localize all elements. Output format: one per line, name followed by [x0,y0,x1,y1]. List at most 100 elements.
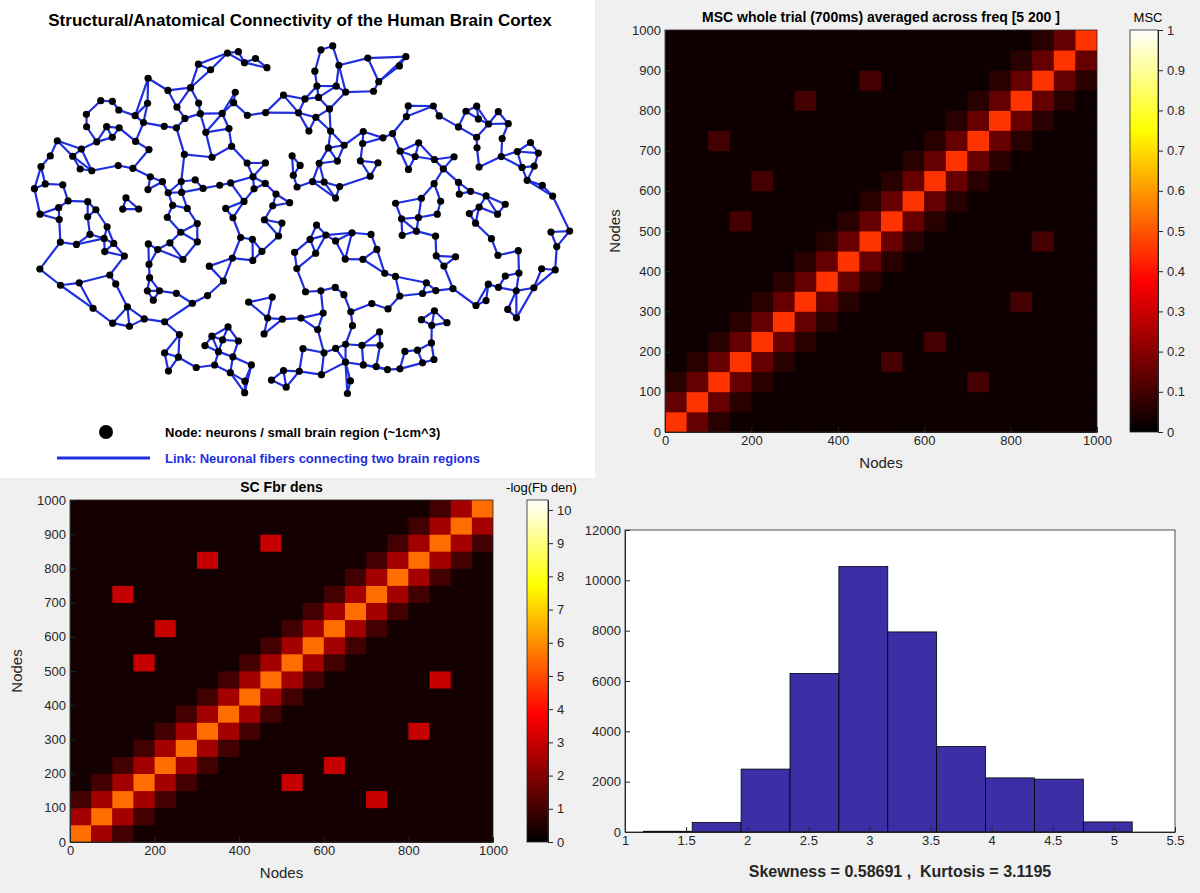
cell [197,517,219,535]
cell [345,671,367,689]
cell [881,90,903,111]
cell [176,757,198,775]
cell [218,586,240,604]
cell [430,791,452,809]
cell [366,637,388,655]
node [110,240,117,247]
cell [708,50,730,71]
cell [838,151,860,172]
node [178,189,185,196]
cell [218,705,240,723]
node [297,314,304,321]
cell [730,271,752,292]
cell [838,231,860,252]
node [418,195,425,202]
cell [176,654,198,672]
cell [218,825,240,842]
cell [218,637,240,655]
cell [112,705,134,723]
node [318,371,325,378]
cell [155,637,177,655]
cell [665,392,687,413]
cell [665,191,687,212]
cell [197,568,219,586]
link [57,141,81,149]
node [375,78,382,85]
cell [751,271,773,292]
cell [708,231,730,252]
node [539,182,546,189]
cell [218,688,240,706]
cell [197,603,219,621]
cell [708,151,730,172]
bar [1034,779,1083,832]
cell [430,774,452,792]
cell [773,332,795,353]
cell [967,131,989,152]
cell [751,392,773,413]
cell [197,637,219,655]
node [166,239,173,246]
tick: 1000 [37,493,75,508]
tick-mark [155,837,156,842]
cell [989,372,1011,393]
cell [197,551,219,569]
cell [1054,332,1076,353]
cell [881,412,903,432]
tick: 0 [654,425,670,440]
cell [838,291,860,312]
cell [345,808,367,826]
cell [1054,251,1076,272]
cell [176,705,198,723]
cell [816,131,838,152]
cell [218,757,240,775]
cell [260,671,282,689]
cell [1054,311,1076,332]
cell [989,211,1011,232]
cell [218,671,240,689]
cell [946,271,968,292]
cell [91,808,113,826]
node [515,247,522,254]
node [455,179,462,186]
tick: 300 [639,304,670,319]
tick-label: 0.5 [1167,224,1185,239]
node [360,128,367,135]
node [514,148,521,155]
bar [839,566,888,832]
cell [989,151,1011,172]
cell [91,774,113,792]
node [206,263,213,270]
cell [730,251,752,272]
cell [903,291,925,312]
cell [366,825,388,842]
cell [303,739,325,757]
cell [112,774,134,792]
cell [260,517,282,535]
node [299,345,306,352]
cell [946,231,968,252]
cell [133,791,155,809]
cell [967,90,989,111]
cell [989,251,1011,272]
cell [408,739,430,757]
node [249,173,256,180]
cell [1011,70,1033,91]
tick-mark [1158,231,1163,232]
cell [989,90,1011,111]
cell [91,500,113,518]
cell [989,30,1011,51]
cell [1054,30,1076,51]
node [119,206,126,213]
tick-mark [1011,427,1012,432]
tick-label: 0 [67,843,74,858]
node [293,265,300,272]
tick-mark [1158,311,1163,312]
cell [239,722,261,740]
tick-label: 9 [557,536,564,551]
cell [816,332,838,353]
node [268,376,275,383]
legend-node-label: Node: neurons / small brain region (~1cm… [165,425,440,440]
cell [1032,211,1054,232]
cell [924,110,946,130]
